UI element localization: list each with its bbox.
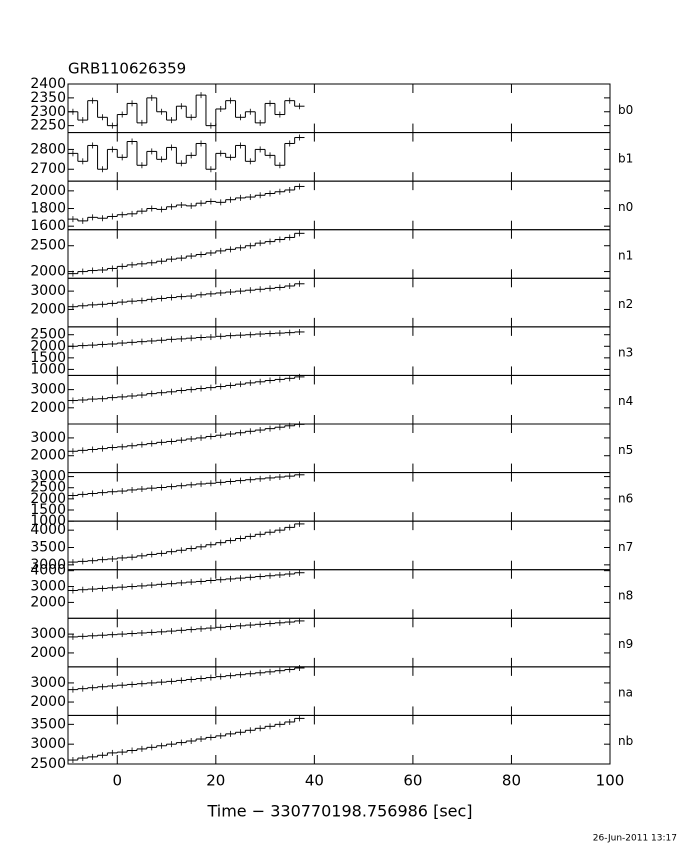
y-tick-label: 3000 (30, 626, 66, 642)
y-tick-label: 3000 (30, 557, 66, 573)
x-axis-label: Time − 330770198.756986 [sec] (206, 802, 472, 821)
x-tick-label: 0 (112, 772, 122, 790)
panel-frame (67, 714, 611, 765)
panel-frame (67, 617, 611, 668)
x-tick-label: 80 (502, 772, 521, 790)
detector-label: n4 (618, 394, 633, 408)
chart-title: GRB110626359 (68, 60, 186, 78)
panel-frame (67, 277, 611, 328)
y-tick-label: 3000 (30, 675, 66, 691)
y-tick-label: 2000 (30, 694, 66, 710)
y-tick-label: 4000 (30, 522, 66, 538)
detector-label: n3 (618, 346, 633, 360)
detector-label: n2 (618, 297, 633, 311)
y-tick-label: 2500 (30, 238, 66, 254)
y-tick-label: 3000 (30, 469, 66, 485)
y-tick-label: 4000 (30, 563, 66, 579)
y-tick-label: 2000 (30, 645, 66, 661)
y-tick-label: 2000 (30, 448, 66, 464)
y-tick-label: 3000 (30, 579, 66, 595)
detector-label: n6 (618, 491, 633, 505)
footer: 26-Jun-2011 13:17 (593, 834, 677, 844)
panel-frame (67, 520, 611, 571)
y-tick-label: 2250 (30, 118, 66, 134)
y-tick-label: 3000 (30, 283, 66, 299)
detector-label: nb (618, 734, 633, 748)
y-tick-label: 2700 (30, 161, 66, 177)
y-tick-label: 3000 (30, 430, 66, 446)
y-tick-label: 3500 (30, 716, 66, 732)
panel-frame (67, 374, 611, 425)
panel-frame (67, 666, 611, 716)
x-tick-label: 60 (403, 772, 422, 790)
detector-label: n9 (618, 637, 633, 651)
x-tick-label: 40 (305, 772, 324, 790)
y-tick-label: 2000 (30, 400, 66, 416)
y-tick-label: 1000 (30, 361, 66, 377)
y-tick-label: 2800 (30, 141, 66, 157)
y-tick-label: 2000 (30, 183, 66, 199)
panel-frame (67, 472, 611, 522)
detector-label: n8 (618, 589, 633, 603)
y-tick-label: 2000 (30, 594, 66, 610)
y-tick-label: 2000 (30, 264, 66, 280)
y-tick-label: 1500 (30, 502, 66, 518)
y-tick-label: 2000 (30, 491, 66, 507)
y-tick-label: 1000 (30, 513, 66, 529)
panel-frame (67, 132, 611, 182)
y-tick-label: 2500 (30, 756, 66, 772)
y-tick-label: 3000 (30, 736, 66, 752)
detector-label: n0 (618, 200, 633, 214)
y-tick-label: 2500 (30, 327, 66, 343)
y-tick-label: 2400 (30, 76, 66, 92)
detector-label: b0 (618, 103, 633, 117)
panel-frame (67, 83, 611, 134)
detector-label: n1 (618, 249, 633, 263)
panel-frame (67, 326, 611, 376)
panel-frame (67, 229, 611, 279)
y-tick-label: 2500 (30, 480, 66, 496)
y-tick-label: 3500 (30, 540, 66, 556)
detector-label: n7 (618, 540, 633, 554)
x-tick-label: 100 (596, 772, 625, 790)
y-tick-label: 2350 (30, 90, 66, 106)
detector-label: na (618, 686, 633, 700)
panel-frame (67, 423, 611, 474)
y-tick-label: 3000 (30, 382, 66, 398)
x-tick-label: 20 (206, 772, 225, 790)
y-tick-label: 1600 (30, 218, 66, 234)
panel-frame (67, 180, 611, 231)
detector-label: n5 (618, 443, 633, 457)
y-tick-label: 1500 (30, 350, 66, 366)
y-tick-label: 2000 (30, 338, 66, 354)
detector-label: b1 (618, 151, 633, 165)
y-tick-label: 2300 (30, 104, 66, 120)
y-tick-label: 1800 (30, 201, 66, 217)
panel-frame (67, 569, 611, 619)
y-tick-label: 2000 (30, 301, 66, 317)
